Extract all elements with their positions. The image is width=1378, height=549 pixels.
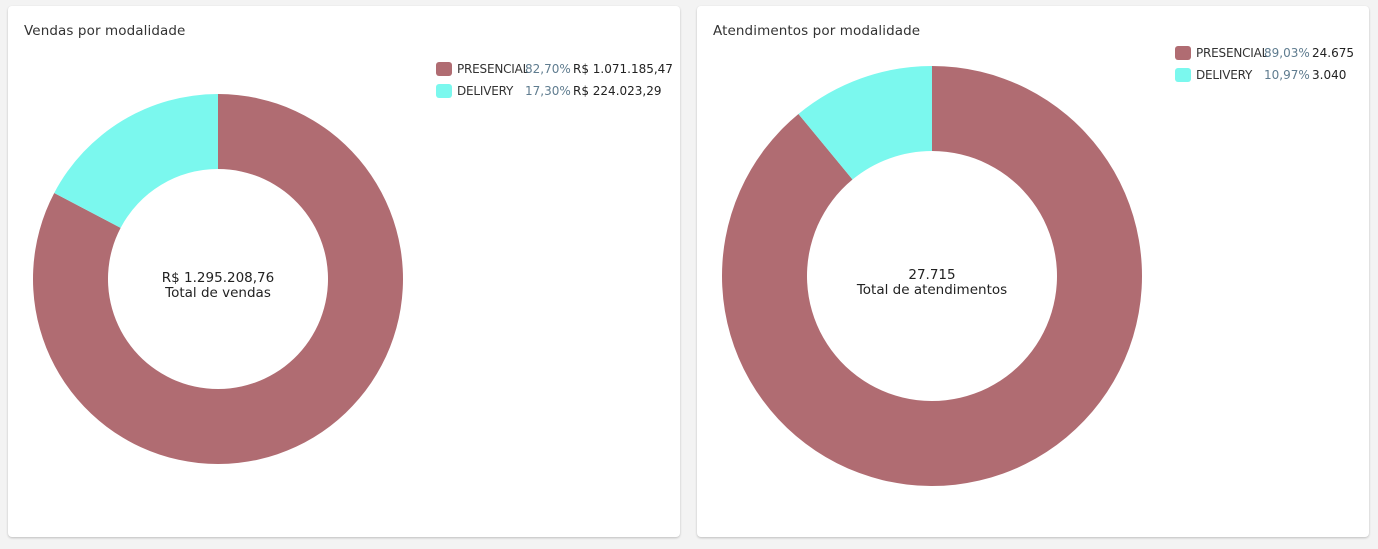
donut-slice-presencial[interactable] (722, 66, 1142, 487)
atendimentos-donut-chart (722, 66, 1142, 487)
center-value: R$ 1.295.208,76 (161, 270, 275, 286)
legend-value: R$ 1.071.185,47 (573, 62, 673, 76)
vendas-donut-chart (33, 94, 404, 464)
atendimentos-chart-card: Atendimentos por modalidade 27.715 Total… (697, 6, 1369, 537)
legend-percent: 82,70% (525, 62, 571, 76)
donut-slice-delivery[interactable] (798, 66, 932, 180)
legend-value: 3.040 (1312, 68, 1347, 82)
legend-item-presencial[interactable]: PRESENCIAL 82,70% R$ 1.071.185,47 (436, 58, 673, 80)
center-label: Total de vendas (165, 285, 271, 301)
center-value: 27.715 (908, 267, 956, 283)
legend-swatch (436, 62, 452, 76)
donut-center: 27.715 Total de atendimentos (812, 268, 1052, 298)
legend-percent: 89,03% (1264, 46, 1310, 60)
donut-slice-presencial[interactable] (33, 94, 404, 464)
legend-name: PRESENCIAL (1196, 46, 1269, 60)
donut-center: R$ 1.295.208,76 Total de vendas (98, 271, 338, 301)
legend-item-presencial[interactable]: PRESENCIAL 89,03% 24.675 (1175, 42, 1354, 64)
legend-swatch (1175, 68, 1191, 82)
legend-name: DELIVERY (457, 84, 514, 98)
center-label: Total de atendimentos (856, 282, 1008, 298)
chart-legend: PRESENCIAL 89,03% 24.675 DELIVERY 10,97%… (1175, 42, 1354, 86)
legend-percent: 10,97% (1264, 68, 1310, 82)
legend-value: 24.675 (1312, 46, 1354, 60)
legend-value: R$ 224.023,29 (573, 84, 662, 98)
chart-title: Vendas por modalidade (24, 23, 186, 39)
legend-swatch (1175, 46, 1191, 60)
legend-swatch (436, 84, 452, 98)
chart-legend: PRESENCIAL 82,70% R$ 1.071.185,47 DELIVE… (436, 58, 673, 102)
legend-percent: 17,30% (525, 84, 571, 98)
chart-title: Atendimentos por modalidade (713, 23, 921, 39)
legend-item-delivery[interactable]: DELIVERY 17,30% R$ 224.023,29 (436, 80, 673, 102)
legend-name: PRESENCIAL (457, 62, 530, 76)
legend-item-delivery[interactable]: DELIVERY 10,97% 3.040 (1175, 64, 1354, 86)
legend-name: DELIVERY (1196, 68, 1253, 82)
vendas-chart-card: Vendas por modalidade R$ 1.295.208,76 To… (8, 6, 680, 537)
donut-slice-delivery[interactable] (54, 94, 218, 228)
